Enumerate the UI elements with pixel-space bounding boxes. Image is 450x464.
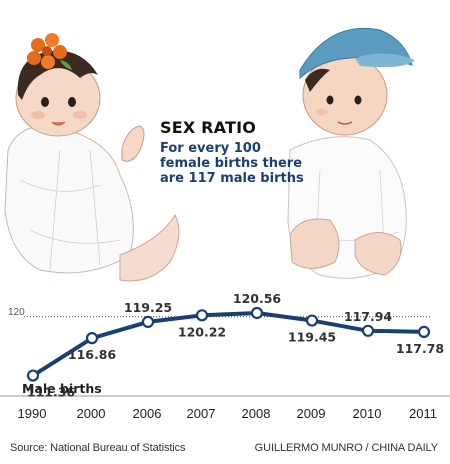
- data-point: [85, 332, 99, 345]
- data-point: [195, 309, 209, 322]
- series-line: [31, 310, 425, 378]
- line-chart: 120 111.36 116.86 119.25 120.22 120.56 119.45 1…: [0, 291, 450, 421]
- headline-subtitle-line: For every 100: [160, 141, 261, 156]
- data-label: 111.36: [27, 385, 76, 400]
- illustration: [4, 27, 415, 282]
- x-tick-label: 2000: [77, 406, 106, 421]
- headline-title: SEX RATIO: [160, 118, 257, 137]
- x-tick-label: 2007: [187, 406, 216, 421]
- headline-subtitle-line: are 117 male births: [160, 171, 304, 186]
- reference-label: 120: [8, 307, 25, 318]
- x-tick-label: 1990: [18, 406, 47, 421]
- x-tick-label: 2011: [409, 406, 437, 421]
- x-tick-label: 2008: [242, 406, 271, 421]
- data-label: 120.56: [233, 291, 282, 306]
- legend-label: Male births: [22, 381, 102, 396]
- data-label: 120.22: [178, 324, 226, 339]
- data-point: [305, 314, 319, 327]
- data-label: 119.45: [288, 330, 336, 345]
- data-point: [361, 324, 375, 337]
- flower-icon: [27, 33, 72, 70]
- x-tick-label: 2009: [297, 406, 326, 421]
- data-label: 116.86: [68, 347, 117, 362]
- headline-subtitle-line: female births there: [160, 156, 303, 171]
- source-note: Source: National Bureau of Statistics: [10, 442, 186, 454]
- data-point: [417, 325, 431, 338]
- girl-illustration: [4, 33, 180, 282]
- data-label: 119.25: [124, 300, 172, 315]
- x-tick-label: 2006: [133, 406, 162, 421]
- headline-subtitle: For every 100 female births there are 11…: [160, 141, 310, 186]
- data-label: 117.94: [344, 309, 393, 324]
- data-point: [26, 369, 40, 382]
- data-point: [250, 306, 264, 320]
- headline: SEX RATIO For every 100 female births th…: [160, 118, 310, 186]
- data-point: [141, 315, 155, 328]
- x-tick-label: 2010: [353, 406, 382, 421]
- boy-illustration: [287, 27, 415, 279]
- credit-note: GUILLERMO MUNRO / CHINA DAILY: [254, 442, 438, 454]
- data-label: 117.78: [396, 341, 444, 356]
